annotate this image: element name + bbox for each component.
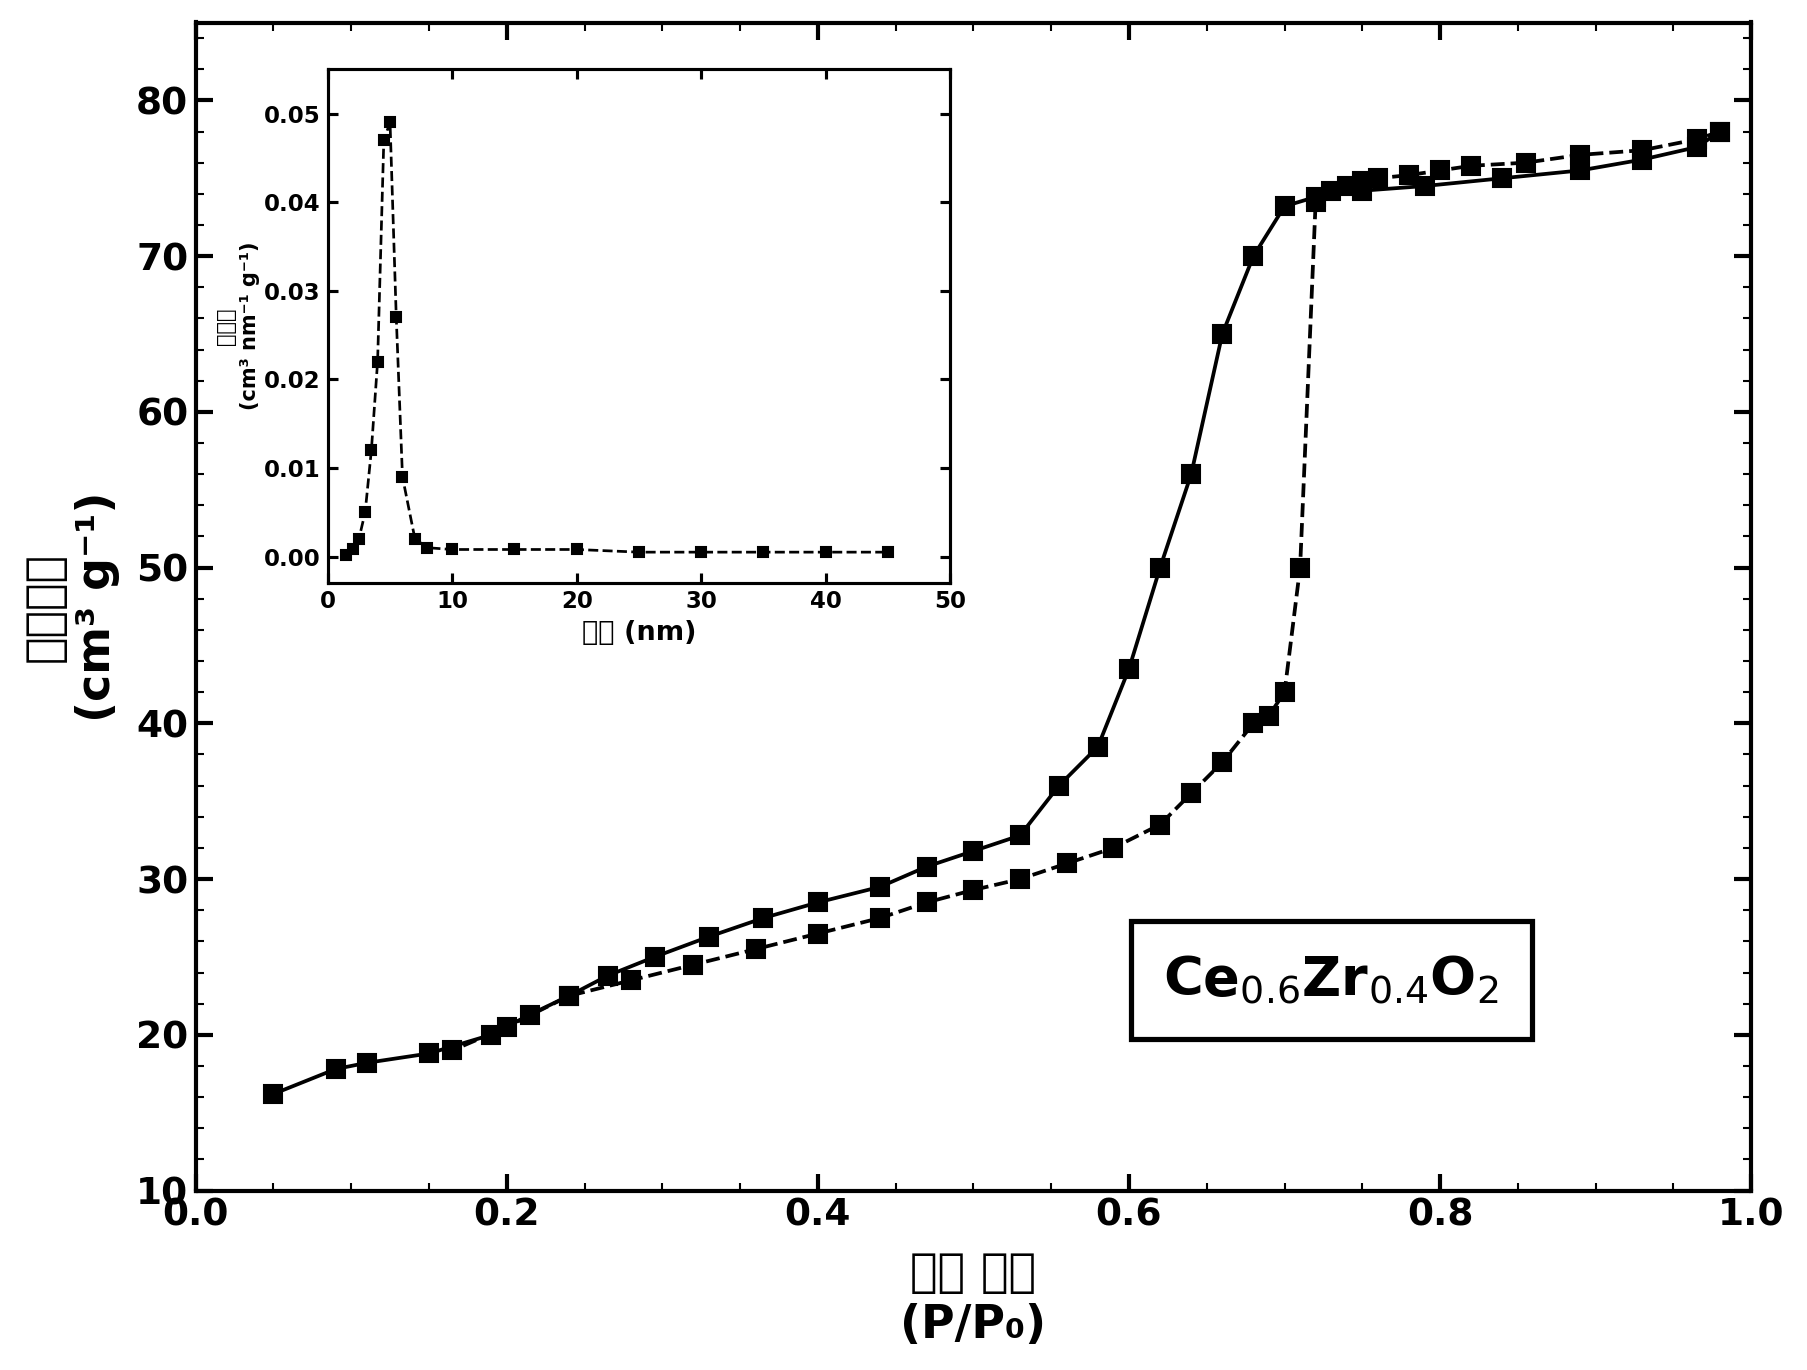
Y-axis label: 吸附容量
(cm³ g⁻¹): 吸附容量 (cm³ g⁻¹) bbox=[22, 492, 119, 722]
Text: Ce$_{0.6}$Zr$_{0.4}$O$_2$: Ce$_{0.6}$Zr$_{0.4}$O$_2$ bbox=[1164, 954, 1500, 1007]
X-axis label: 相对 压力
(P/P₀): 相对 压力 (P/P₀) bbox=[900, 1251, 1046, 1348]
